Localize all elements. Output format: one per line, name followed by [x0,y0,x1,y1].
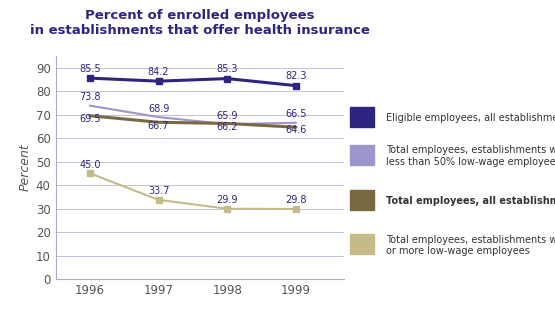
Text: 82.3: 82.3 [285,71,307,82]
Text: 45.0: 45.0 [79,160,100,170]
Text: 66.7: 66.7 [148,121,169,131]
Text: Percent of enrolled employees
in establishments that offer health insurance: Percent of enrolled employees in establi… [30,9,370,37]
Text: 85.5: 85.5 [79,64,100,74]
Text: 33.7: 33.7 [148,186,169,196]
Y-axis label: Percent: Percent [19,144,32,191]
Text: 64.6: 64.6 [285,126,307,135]
Text: Total employees, establishments with 50%
or more low-wage employees: Total employees, establishments with 50%… [386,235,555,256]
Text: Total employees, all establishments: Total employees, all establishments [386,196,555,206]
Text: 73.8: 73.8 [79,92,100,102]
Text: 84.2: 84.2 [148,67,169,77]
Text: 29.9: 29.9 [216,195,238,205]
Text: 66.5: 66.5 [285,109,307,119]
Text: 68.9: 68.9 [148,104,169,113]
Text: Eligible employees, all establishments: Eligible employees, all establishments [386,113,555,123]
FancyBboxPatch shape [350,107,374,127]
Text: 29.8: 29.8 [285,196,307,206]
Text: Total employees, establishments with
less than 50% low-wage employees: Total employees, establishments with les… [386,145,555,167]
Text: 69.5: 69.5 [79,114,100,124]
Text: 85.3: 85.3 [216,64,238,74]
FancyBboxPatch shape [350,234,374,255]
FancyBboxPatch shape [350,190,374,210]
Text: 66.2: 66.2 [216,122,238,132]
Text: 65.9: 65.9 [216,111,238,121]
FancyBboxPatch shape [350,145,374,165]
